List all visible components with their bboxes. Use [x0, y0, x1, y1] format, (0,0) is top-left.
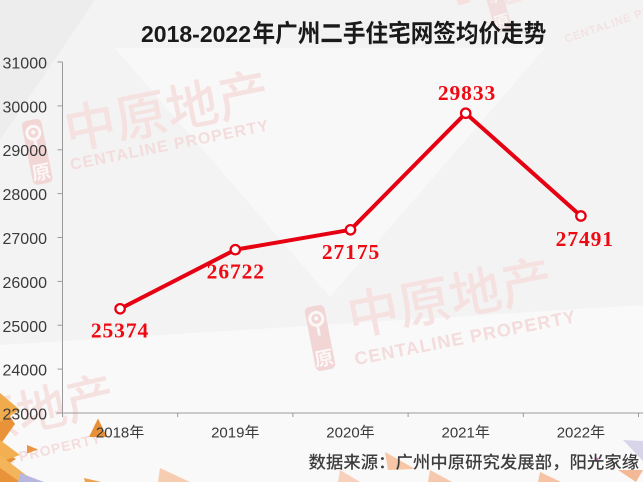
svg-text:2018-2022: 2018-2022: [141, 21, 251, 47]
svg-text:23000: 23000: [3, 407, 48, 424]
svg-text:27491: 27491: [556, 227, 614, 251]
svg-text:25374: 25374: [91, 319, 149, 343]
svg-text:26000: 26000: [3, 275, 48, 292]
svg-text:2021: 2021: [442, 424, 475, 441]
svg-text:29000: 29000: [3, 143, 48, 160]
svg-text:30000: 30000: [3, 99, 48, 116]
svg-text:29833: 29833: [438, 81, 496, 105]
svg-text:26722: 26722: [207, 260, 265, 284]
svg-text:25000: 25000: [3, 319, 48, 336]
svg-text:28000: 28000: [3, 187, 48, 204]
svg-text:2019: 2019: [211, 424, 244, 441]
svg-text:27000: 27000: [3, 231, 48, 248]
svg-text:31000: 31000: [3, 56, 48, 73]
svg-text:2022: 2022: [557, 424, 590, 441]
svg-text:24000: 24000: [3, 363, 48, 380]
svg-text:2020: 2020: [326, 424, 359, 441]
svg-text:2018: 2018: [96, 424, 129, 441]
svg-text:27175: 27175: [322, 240, 380, 264]
